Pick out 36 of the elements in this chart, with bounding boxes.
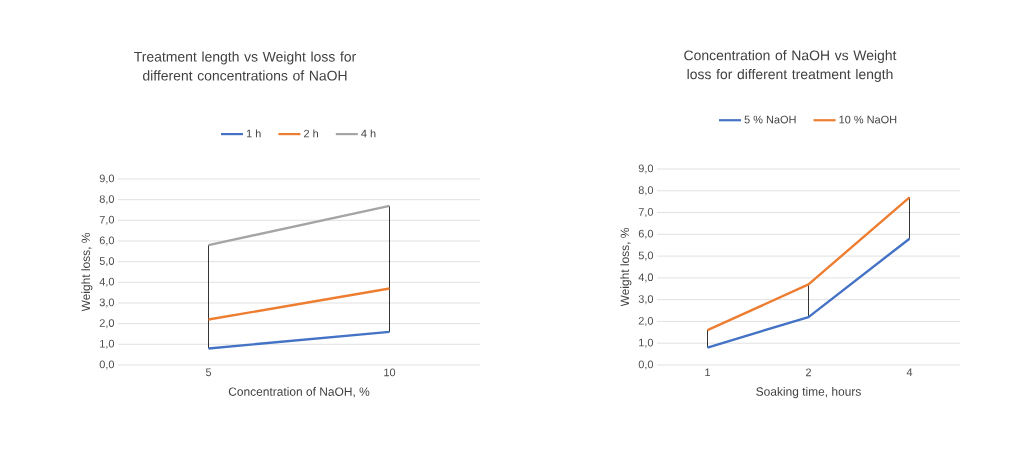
y-tick-label: 7,0 bbox=[638, 208, 654, 218]
legend-label: 4 h bbox=[361, 129, 376, 138]
y-tick-label: 6,0 bbox=[638, 229, 654, 239]
x-axis-title: Concentration of NaOH, % bbox=[228, 387, 370, 398]
y-axis-title: Weight loss, % bbox=[620, 228, 632, 307]
x-tick-label: 2 bbox=[806, 368, 812, 377]
y-tick-label: 3,0 bbox=[638, 295, 654, 305]
y-tick-label: 2,0 bbox=[638, 316, 654, 326]
y-tick-label: 2,0 bbox=[99, 319, 115, 329]
y-tick-label: 9,0 bbox=[638, 164, 654, 174]
y-tick-label: 1,0 bbox=[100, 339, 115, 349]
chart-title: Concentration of NaOH vs Weight loss for different treatment length bbox=[684, 50, 897, 82]
legend-label: 5 % NaOH bbox=[744, 115, 796, 124]
y-tick-label: 5,0 bbox=[638, 251, 654, 261]
legend-label: 2 h bbox=[304, 129, 318, 138]
y-tick-label: 8,0 bbox=[638, 186, 654, 196]
legend-label: 1 h bbox=[246, 129, 261, 138]
y-tick-label: 3,0 bbox=[99, 298, 115, 308]
y-tick-label: 7,0 bbox=[99, 215, 115, 225]
legend-label: 10 % NaOH bbox=[839, 115, 897, 124]
x-axis-title: Soaking time, hours bbox=[756, 387, 861, 399]
y-tick-label: 9,0 bbox=[99, 174, 115, 184]
x-tick-label: 10 bbox=[384, 368, 396, 377]
y-tick-label: 5,0 bbox=[99, 257, 115, 267]
y-axis-title: Weight loss, % bbox=[81, 233, 93, 312]
y-tick-label: 0,0 bbox=[638, 360, 654, 370]
x-tick-label: 5 bbox=[205, 368, 212, 377]
y-tick-label: 0,0 bbox=[99, 360, 115, 370]
y-tick-label: 1,0 bbox=[639, 338, 654, 348]
x-tick-label: 1 bbox=[705, 368, 711, 377]
y-tick-label: 4,0 bbox=[638, 273, 654, 283]
y-tick-label: 6,0 bbox=[99, 236, 115, 246]
y-tick-label: 8,0 bbox=[99, 195, 115, 205]
chart-title: Treatment length vs Weight loss for different concentrations of NaOH bbox=[134, 51, 356, 81]
x-tick-label: 4 bbox=[906, 368, 913, 377]
y-tick-label: 4,0 bbox=[99, 277, 115, 287]
